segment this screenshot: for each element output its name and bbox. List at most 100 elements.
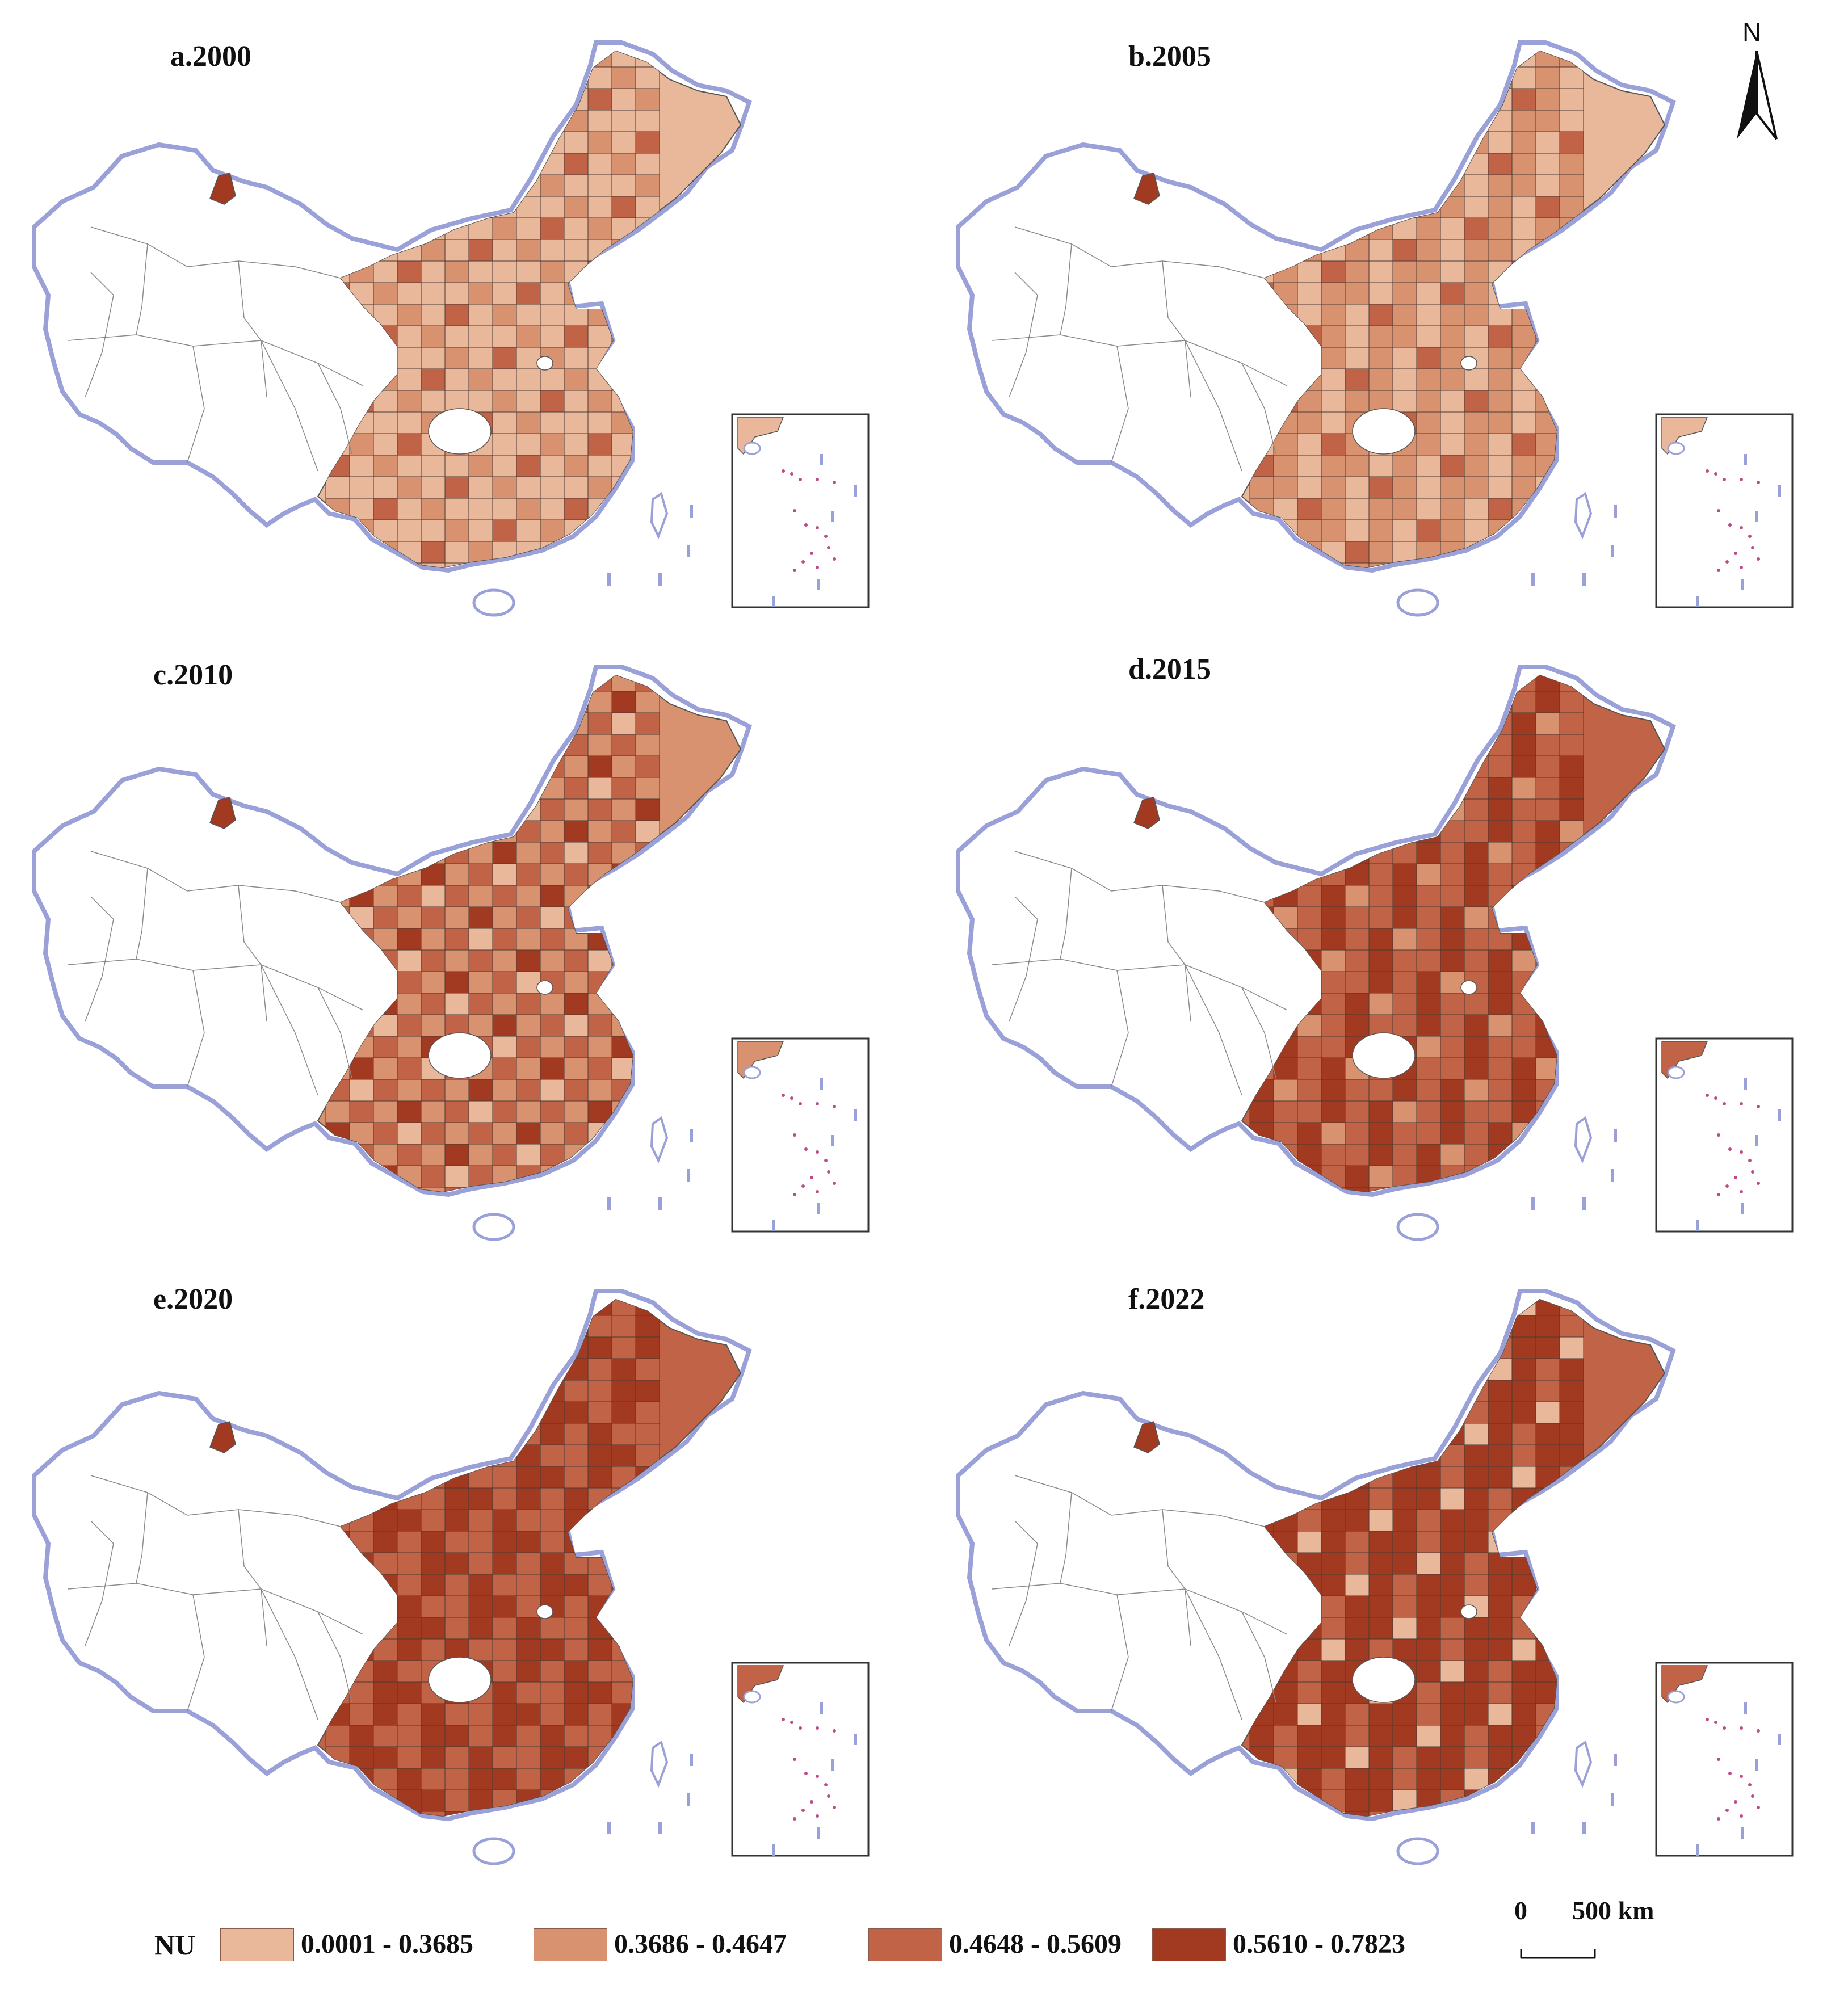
district-unit — [1297, 1531, 1322, 1553]
district-unit — [1559, 325, 1584, 348]
district-unit — [1464, 820, 1489, 843]
district-unit — [1511, 1660, 1536, 1683]
district-unit — [373, 906, 398, 929]
district-unit — [444, 196, 469, 218]
district-unit — [1297, 562, 1322, 567]
inset-island — [1717, 1133, 1720, 1137]
island-mark — [1611, 545, 1614, 557]
district-unit — [1273, 1165, 1298, 1188]
taiwan-island — [1574, 1116, 1593, 1164]
hainan-island — [1396, 1837, 1439, 1865]
district-unit — [1392, 1595, 1417, 1618]
district-unit — [1464, 1725, 1489, 1747]
district-unit — [1297, 1811, 1322, 1816]
province-boundary — [187, 346, 205, 463]
district-unit — [1273, 174, 1298, 197]
district-unit — [421, 1595, 446, 1618]
district-unit — [1511, 174, 1536, 197]
district-unit — [611, 734, 636, 756]
district-unit — [1416, 174, 1441, 197]
district-unit — [1488, 842, 1513, 864]
district-unit — [1297, 1187, 1322, 1192]
district-unit — [1345, 282, 1370, 305]
district-unit — [325, 777, 350, 800]
district-unit — [516, 368, 541, 391]
district-unit — [564, 1122, 589, 1145]
district-unit — [611, 196, 636, 218]
district-unit — [1464, 562, 1489, 567]
district-unit — [1249, 541, 1274, 564]
district-unit — [1535, 1746, 1560, 1769]
district-unit — [540, 675, 565, 692]
district-unit — [1440, 217, 1465, 240]
district-unit — [587, 325, 612, 348]
district-unit — [1416, 1380, 1441, 1402]
island-mark — [607, 1822, 611, 1834]
district-unit — [1345, 51, 1370, 68]
district-unit — [492, 153, 517, 175]
province-boundary — [187, 1594, 205, 1712]
district-unit — [1368, 1509, 1393, 1532]
district-unit — [397, 390, 422, 413]
district-unit — [325, 1811, 350, 1816]
district-unit — [1416, 675, 1441, 692]
district-unit — [516, 519, 541, 542]
legend-swatch-1 — [220, 1928, 294, 1961]
district-unit — [1440, 1187, 1465, 1192]
district-unit — [1321, 971, 1346, 994]
district-unit — [373, 777, 398, 800]
district-unit — [1559, 368, 1584, 391]
district-unit — [1345, 1789, 1370, 1812]
district-unit — [1440, 1122, 1465, 1145]
district-unit — [635, 476, 660, 499]
island-mark — [687, 1793, 690, 1806]
district-unit — [587, 820, 612, 843]
district-unit — [444, 1768, 469, 1790]
district-unit — [516, 755, 541, 778]
scale-line — [1520, 1949, 1596, 1959]
district-unit — [1297, 675, 1322, 692]
district-unit — [1368, 1789, 1393, 1812]
district-unit — [349, 1789, 374, 1812]
district-unit — [1273, 1122, 1298, 1145]
district-unit — [1368, 993, 1393, 1015]
district-unit — [492, 1509, 517, 1532]
district-unit — [611, 282, 636, 305]
district-unit — [1392, 1638, 1417, 1661]
district-unit — [325, 1144, 350, 1166]
inset-boundary-mark — [1696, 1220, 1699, 1231]
district-unit — [1368, 798, 1393, 821]
district-unit — [1392, 110, 1417, 132]
district-unit — [421, 885, 446, 907]
inset-island — [1748, 535, 1752, 538]
district-unit — [540, 906, 565, 929]
district-unit — [349, 110, 374, 132]
district-unit — [1464, 1100, 1489, 1123]
inset-island — [1740, 526, 1743, 529]
district-unit — [397, 1638, 422, 1661]
district-unit — [468, 675, 493, 692]
district-unit — [421, 1811, 446, 1816]
district-unit — [468, 498, 493, 520]
district-unit — [444, 1100, 469, 1123]
district-unit — [1488, 153, 1513, 175]
district-unit — [564, 196, 589, 218]
district-unit — [516, 325, 541, 348]
district-unit — [1297, 1315, 1322, 1338]
district-unit — [635, 777, 660, 800]
district-unit — [564, 906, 589, 929]
district-unit — [1392, 755, 1417, 778]
district-unit — [587, 282, 612, 305]
district-unit — [492, 1315, 517, 1338]
district-unit — [1464, 1187, 1489, 1192]
district-unit — [492, 282, 517, 305]
district-unit — [1297, 734, 1322, 756]
district-unit — [611, 325, 636, 348]
district-unit — [1392, 347, 1417, 369]
district-unit — [421, 1509, 446, 1532]
district-unit — [516, 949, 541, 972]
district-unit — [516, 304, 541, 326]
district-unit — [1345, 368, 1370, 391]
district-unit — [1392, 1079, 1417, 1102]
district-unit — [611, 368, 636, 391]
